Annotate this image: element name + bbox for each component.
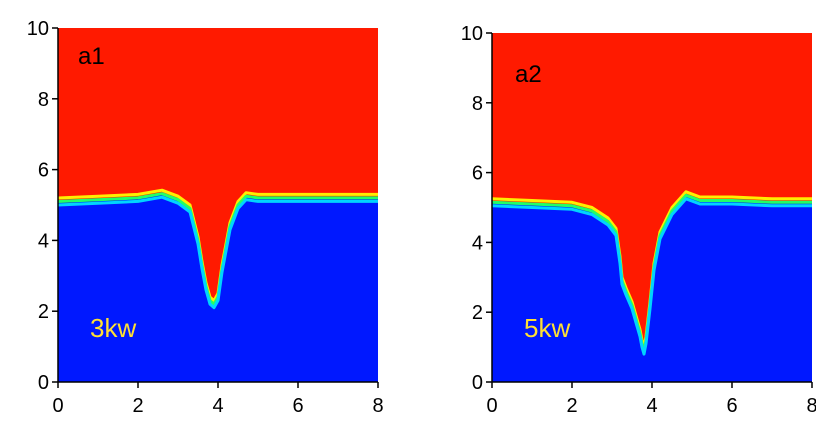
interface-band-cyan bbox=[58, 195, 378, 310]
y-tick-label: 0 bbox=[472, 372, 483, 394]
y-axis-ticks: 0 2 4 6 8 10 bbox=[461, 23, 492, 394]
y-tick-label: 4 bbox=[472, 232, 483, 254]
y-tick-label: 6 bbox=[472, 163, 483, 185]
panel-label-a2: a2 bbox=[515, 61, 542, 88]
interface-band-cyan bbox=[492, 197, 812, 356]
x-tick-label: 4 bbox=[212, 395, 223, 417]
panel-a1: 0 2 4 6 8 0 2 4 6 8 10 a1 3kw bbox=[27, 18, 384, 417]
x-tick-label: 0 bbox=[486, 395, 497, 417]
power-label-5kw: 5kw bbox=[524, 313, 570, 343]
y-tick-label: 4 bbox=[38, 230, 49, 252]
y-tick-label: 10 bbox=[461, 23, 483, 45]
y-tick-label: 10 bbox=[27, 18, 49, 40]
x-axis-ticks: 0 2 4 6 8 bbox=[52, 382, 384, 417]
lower-phase-region bbox=[58, 193, 378, 382]
x-tick-label: 2 bbox=[132, 395, 143, 417]
power-label-3kw: 3kw bbox=[90, 313, 136, 343]
panel-label-a1: a1 bbox=[78, 43, 105, 70]
y-tick-label: 6 bbox=[38, 160, 49, 182]
y-tick-label: 8 bbox=[38, 89, 49, 111]
x-tick-label: 6 bbox=[292, 395, 303, 417]
x-tick-label: 8 bbox=[372, 395, 383, 417]
y-tick-label: 0 bbox=[38, 372, 49, 394]
panel-a2: 0 2 4 6 8 0 2 4 6 8 10 a2 5kw bbox=[461, 23, 816, 417]
x-tick-label: 6 bbox=[726, 395, 737, 417]
x-tick-label: 4 bbox=[646, 395, 657, 417]
y-tick-label: 2 bbox=[472, 302, 483, 324]
x-tick-label: 8 bbox=[806, 395, 816, 417]
y-axis-ticks: 0 2 4 6 8 10 bbox=[27, 18, 58, 394]
x-axis-ticks: 0 2 4 6 8 bbox=[486, 382, 816, 417]
y-tick-label: 8 bbox=[472, 93, 483, 115]
x-tick-label: 2 bbox=[566, 395, 577, 417]
interface-band-yellow bbox=[58, 188, 378, 303]
y-tick-label: 2 bbox=[38, 301, 49, 323]
x-tick-label: 0 bbox=[52, 395, 63, 417]
interface-band-green bbox=[58, 192, 378, 306]
